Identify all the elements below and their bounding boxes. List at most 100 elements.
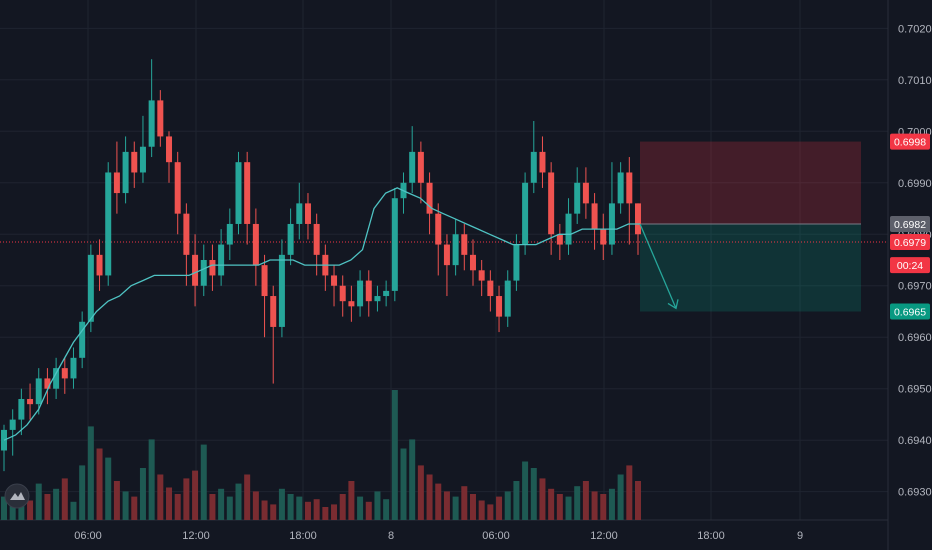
candle-body <box>582 182 589 204</box>
y-tick-label: 0.6970 <box>898 281 932 293</box>
volume-bar <box>313 499 320 520</box>
candle-body <box>183 213 190 255</box>
candle-body <box>122 151 129 194</box>
volume-bar <box>296 496 303 520</box>
y-tick-label: 0.6930 <box>898 487 932 499</box>
volume-bar <box>530 468 537 520</box>
candle-body <box>374 296 381 302</box>
volume-bar <box>452 496 459 520</box>
volume-bar <box>400 448 407 520</box>
volume-bar <box>44 494 51 520</box>
candle-body <box>18 399 25 420</box>
volume-bar <box>113 481 120 520</box>
candle-body <box>96 254 103 276</box>
volume-bar <box>79 465 86 520</box>
volume-bar <box>617 474 624 520</box>
x-tick-label: 8 <box>388 530 394 542</box>
volume-bar <box>53 488 60 520</box>
candle-body <box>383 290 390 297</box>
last-price-tag: 0.6979 <box>894 237 926 249</box>
candle-body <box>44 378 51 389</box>
candle-body <box>53 368 60 389</box>
volume-bar <box>487 504 494 520</box>
volume-bar <box>582 481 589 520</box>
candle-body <box>417 151 424 183</box>
volume-bar <box>218 488 225 520</box>
take-profit-zone <box>640 223 861 312</box>
candle-body <box>331 275 338 286</box>
volume-bar <box>61 478 68 520</box>
candle-body <box>313 223 320 255</box>
candle-body <box>235 162 242 224</box>
candle-body <box>261 265 268 297</box>
candle-body <box>504 280 511 317</box>
candle-body <box>565 213 572 245</box>
volume-bar <box>522 461 529 520</box>
volume-bar <box>96 448 103 520</box>
candle-body <box>105 172 112 276</box>
volume-bar <box>600 494 607 520</box>
candle-body <box>270 296 277 327</box>
volume-bar <box>244 474 251 520</box>
volume-bar <box>192 470 199 520</box>
x-tick-label: 12:00 <box>590 530 618 542</box>
candle-body <box>348 301 355 307</box>
volume-bar <box>574 486 581 520</box>
stop-price-tag-bg <box>890 133 930 150</box>
countdown-tag-bg <box>890 257 930 274</box>
volume-bar <box>9 504 16 520</box>
stop-loss-zone <box>640 141 861 224</box>
entry-price-tag-bg <box>890 215 930 232</box>
candle-body <box>287 223 294 255</box>
candle-body <box>174 162 181 214</box>
candle-body <box>539 151 546 173</box>
last-price-tag-bg <box>890 233 930 250</box>
volume-bar <box>496 496 503 520</box>
volume-bar <box>443 491 450 520</box>
candle-body <box>139 146 146 173</box>
candle-body <box>461 234 468 255</box>
candle-body <box>513 244 520 281</box>
candle-body <box>426 182 433 214</box>
volume-bar <box>461 486 468 520</box>
candle-body <box>209 260 216 276</box>
volume-bar <box>426 474 433 520</box>
volume-bar <box>226 496 233 520</box>
volume-bar <box>183 478 190 520</box>
volume-bar <box>18 491 25 520</box>
candle-body <box>452 234 459 266</box>
volume-bar <box>608 488 615 520</box>
candle-body <box>556 234 563 245</box>
candle-body <box>626 172 633 204</box>
volume-bar <box>270 504 277 520</box>
volume-bar <box>331 504 338 520</box>
volume-bar <box>417 465 424 520</box>
y-tick-label: 0.7010 <box>898 75 932 87</box>
candle-body <box>27 399 34 405</box>
candle-body <box>608 203 615 245</box>
volume-bar <box>435 483 442 520</box>
volume-bar <box>148 439 155 520</box>
candle-body <box>148 100 155 147</box>
x-tick-label: 9 <box>797 530 803 542</box>
candle-body <box>304 203 311 224</box>
volume-bar <box>348 481 355 520</box>
target-price-tag-bg <box>890 303 930 320</box>
volume-bar <box>374 491 381 520</box>
y-tick-label: 0.6940 <box>898 435 932 447</box>
volume-bar <box>261 500 268 520</box>
candle-body <box>278 254 285 327</box>
candle-body <box>591 203 598 230</box>
target-price-tag: 0.6965 <box>894 306 926 318</box>
candle-body <box>617 172 624 204</box>
candle-body <box>478 270 485 281</box>
candle-body <box>496 296 503 317</box>
volume-bar <box>478 500 485 520</box>
volume-bar <box>139 468 146 520</box>
candle-body <box>131 151 138 173</box>
candle-body <box>200 260 207 286</box>
volume-bar <box>252 491 259 520</box>
volume-bar <box>157 474 164 520</box>
